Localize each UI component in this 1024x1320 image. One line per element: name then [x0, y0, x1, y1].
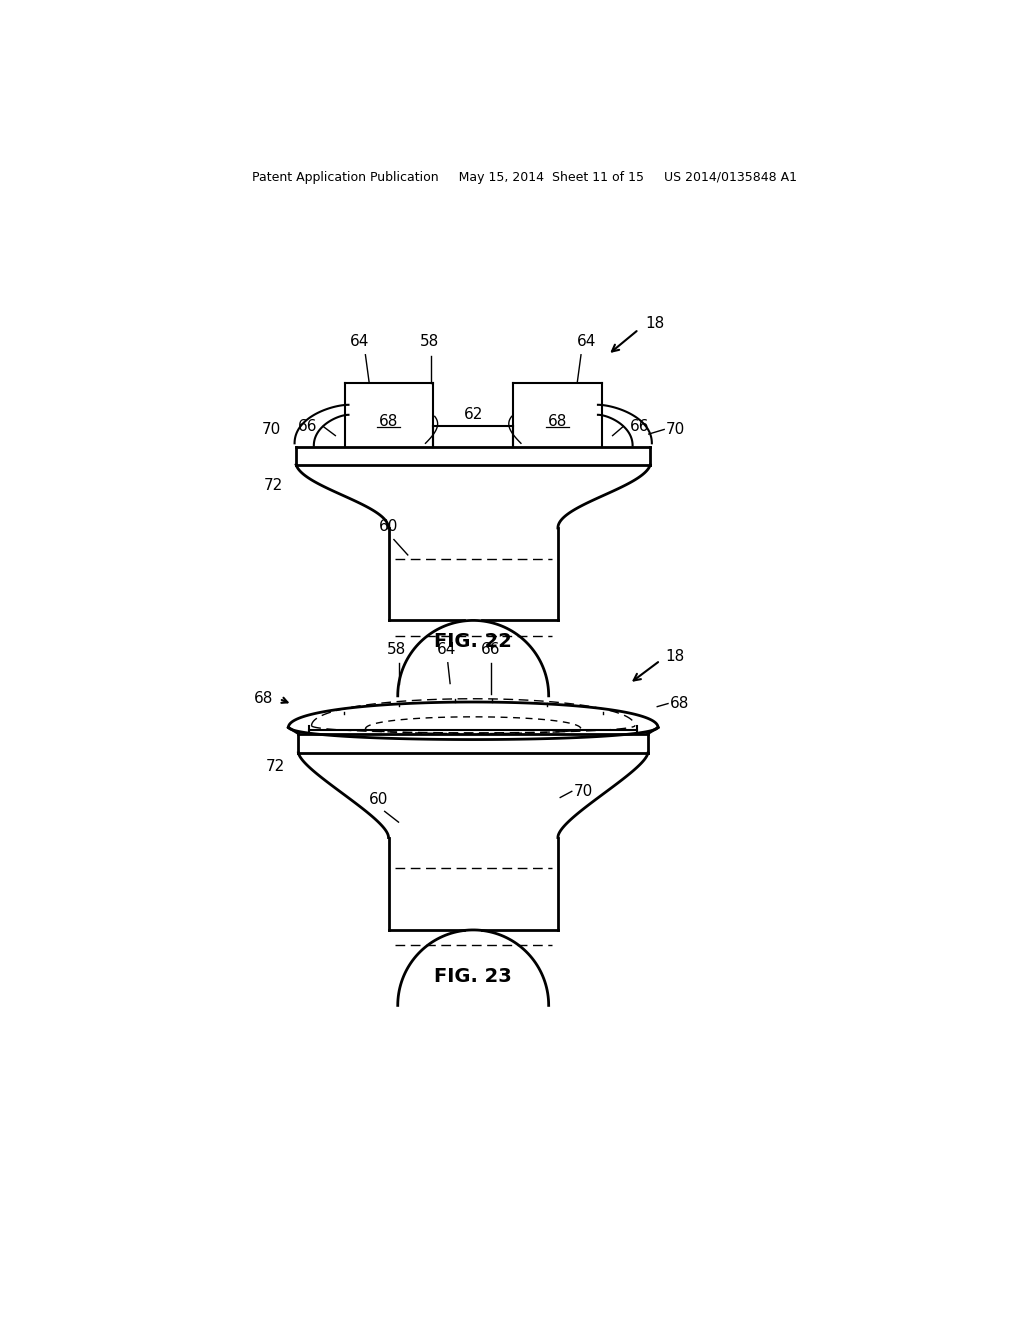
Text: 18: 18 [666, 649, 685, 664]
Text: Patent Application Publication     May 15, 2014  Sheet 11 of 15     US 2014/0135: Patent Application Publication May 15, 2… [252, 172, 798, 185]
Text: 66: 66 [630, 418, 649, 434]
Text: 68: 68 [254, 692, 273, 706]
Text: 64: 64 [436, 642, 456, 656]
Text: 58: 58 [387, 642, 406, 656]
Text: 58: 58 [420, 334, 439, 350]
Text: 68: 68 [670, 696, 689, 711]
Text: 70: 70 [666, 422, 685, 437]
Text: FIG. 23: FIG. 23 [434, 966, 512, 986]
Text: 64: 64 [350, 334, 370, 350]
Text: 60: 60 [369, 792, 388, 807]
Text: 66: 66 [298, 418, 317, 434]
Text: 66: 66 [481, 642, 501, 656]
Text: 70: 70 [262, 422, 282, 437]
Text: FIG. 22: FIG. 22 [434, 632, 512, 652]
Text: 70: 70 [573, 784, 593, 799]
Text: 72: 72 [265, 759, 285, 775]
Text: 62: 62 [464, 407, 483, 421]
Text: 64: 64 [577, 334, 596, 350]
Text: 68: 68 [379, 414, 398, 429]
Text: 18: 18 [645, 317, 665, 331]
Text: 68: 68 [548, 414, 567, 429]
Text: 60: 60 [379, 519, 398, 535]
Text: 72: 72 [264, 478, 283, 494]
